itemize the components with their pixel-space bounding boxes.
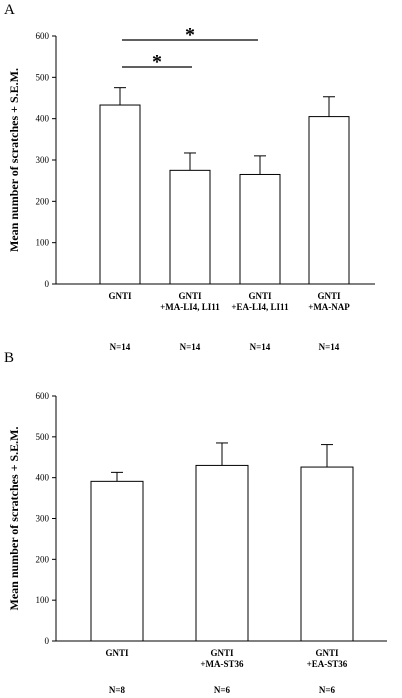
y-tick-label: 0 xyxy=(45,636,50,646)
sample-size-label: N=14 xyxy=(180,342,201,352)
sample-size-label: N=6 xyxy=(319,685,336,695)
y-tick-label: 100 xyxy=(36,595,50,605)
sample-size-label: N=14 xyxy=(110,342,131,352)
y-tick-label: 400 xyxy=(36,473,50,483)
y-tick-label: 300 xyxy=(36,155,50,165)
sample-size-label: N=14 xyxy=(250,342,271,352)
sample-size-label: N=8 xyxy=(109,685,126,695)
bar xyxy=(169,169,211,285)
sample-size-label: N=6 xyxy=(214,685,231,695)
sample-size-label: N=14 xyxy=(319,342,340,352)
significance-star: * xyxy=(152,51,162,73)
y-tick-label: 500 xyxy=(36,72,50,82)
panel-label-b: B xyxy=(4,350,14,366)
x-tick-label: +MA-NAP xyxy=(308,302,350,312)
x-tick-label: +EA-ST36 xyxy=(307,659,348,669)
y-tick-label: 300 xyxy=(36,514,50,524)
x-tick-label: +MA-LI4, LI11 xyxy=(160,302,220,312)
y-tick-label: 200 xyxy=(36,554,50,564)
y-tick-label: 0 xyxy=(45,279,50,289)
y-tick-label: 600 xyxy=(36,391,50,401)
y-axis-label: Mean number of scratches + S.E.M. xyxy=(7,427,21,611)
y-tick-label: 600 xyxy=(36,31,50,41)
x-tick-label: GNTI xyxy=(108,291,132,301)
x-tick-label: +MA-ST36 xyxy=(200,659,244,669)
x-tick-label: GNTI xyxy=(210,648,234,658)
x-tick-label: GNTI xyxy=(248,291,272,301)
x-tick-label: GNTI xyxy=(178,291,202,301)
y-tick-label: 200 xyxy=(36,196,50,206)
y-axis-label: Mean number of scratches + S.E.M. xyxy=(7,68,21,252)
y-tick-label: 100 xyxy=(36,238,50,248)
x-tick-label: GNTI xyxy=(317,291,341,301)
bar xyxy=(195,464,249,642)
bar xyxy=(308,116,350,285)
bar xyxy=(239,173,281,285)
bar xyxy=(300,466,354,642)
bar xyxy=(99,104,141,285)
x-tick-label: GNTI xyxy=(105,648,129,658)
x-tick-label: +EA-LI4, LI11 xyxy=(231,302,289,312)
panel-label-a: A xyxy=(4,2,15,18)
panel-a-chart: A 0 100 200 300 400 500 600 Mean number of scrat… xyxy=(4,2,375,352)
y-tick-label: 500 xyxy=(36,432,50,442)
y-tick-label: 400 xyxy=(36,114,50,124)
panel-b-chart: B 0 100 200 300 400 500 600 Mean number of scrat… xyxy=(4,350,387,695)
bar xyxy=(90,480,144,642)
significance-star: * xyxy=(185,24,195,46)
x-tick-label: GNTI xyxy=(315,648,339,658)
